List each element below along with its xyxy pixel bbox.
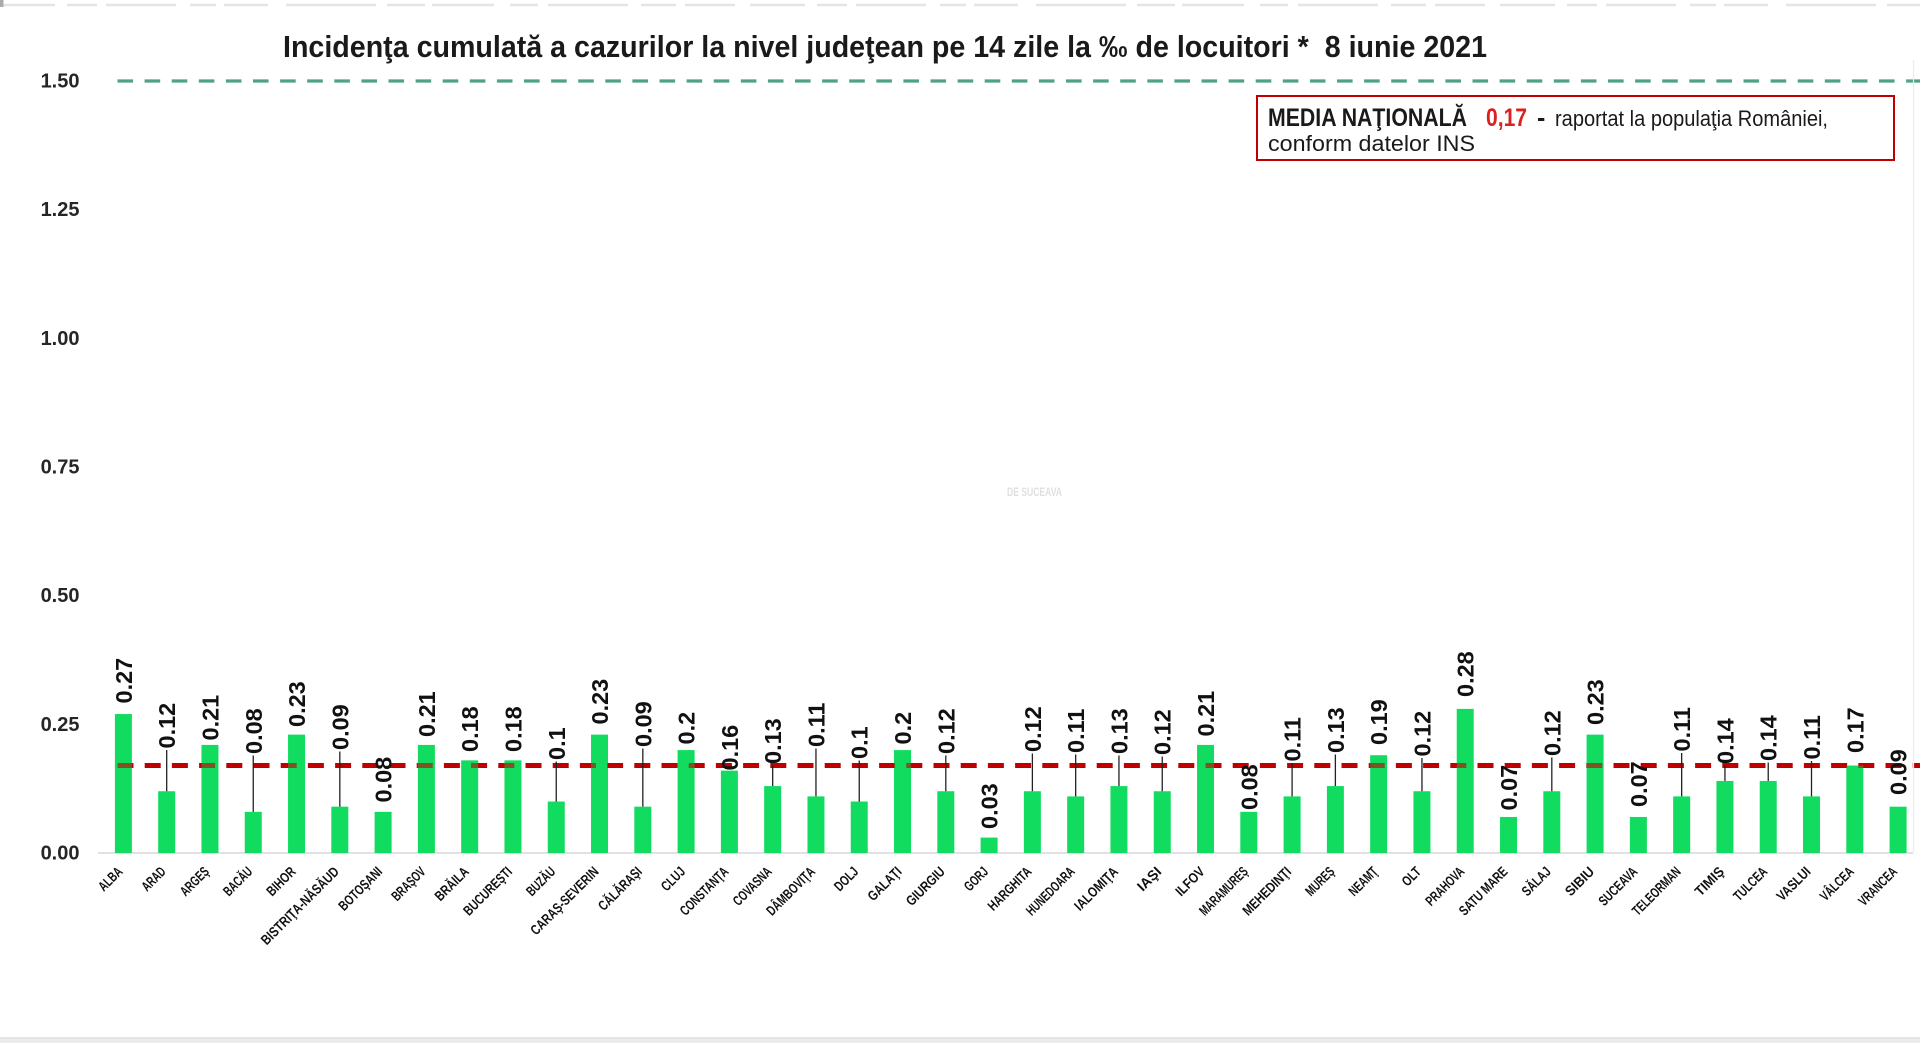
- svg-text:0.09: 0.09: [327, 704, 353, 750]
- svg-text:0.16: 0.16: [717, 725, 743, 771]
- svg-text:DE SUCEAVA: DE SUCEAVA: [1007, 485, 1062, 499]
- svg-text:0.12: 0.12: [1409, 711, 1435, 757]
- svg-text:0.12: 0.12: [933, 708, 959, 754]
- svg-text:0.21: 0.21: [414, 691, 440, 737]
- svg-text:0.2: 0.2: [890, 712, 916, 745]
- svg-text:0.17: 0.17: [1842, 707, 1868, 753]
- svg-text:0.12: 0.12: [1150, 709, 1176, 755]
- svg-text:raportat la populaţia României: raportat la populaţia României,: [1555, 106, 1828, 131]
- svg-text:0.19: 0.19: [1366, 699, 1392, 745]
- svg-text:MEDIA NAŢIONALĂ: MEDIA NAŢIONALĂ: [1268, 103, 1467, 132]
- svg-text:0,17: 0,17: [1486, 104, 1527, 132]
- svg-text:0.08: 0.08: [1236, 764, 1262, 810]
- svg-text:0.75: 0.75: [41, 457, 80, 479]
- svg-text:1.50: 1.50: [41, 71, 80, 93]
- svg-text:-: -: [1537, 104, 1545, 132]
- svg-text:0.12: 0.12: [1539, 710, 1565, 756]
- svg-text:0.08: 0.08: [241, 708, 267, 754]
- svg-text:0.1: 0.1: [544, 727, 570, 760]
- svg-text:0.00: 0.00: [41, 843, 80, 865]
- svg-text:0.11: 0.11: [1280, 717, 1306, 761]
- svg-text:0.12: 0.12: [154, 703, 180, 749]
- svg-text:conform datelor INS: conform datelor INS: [1268, 131, 1475, 156]
- svg-text:0.07: 0.07: [1496, 765, 1522, 811]
- svg-text:0.11: 0.11: [1063, 709, 1089, 753]
- svg-text:Incidenţa cumulată a cazurilor: Incidenţa cumulată a cazurilor la nivel …: [283, 29, 1487, 64]
- svg-text:0.13: 0.13: [1323, 707, 1349, 753]
- svg-text:0.11: 0.11: [803, 703, 829, 747]
- svg-text:0.14: 0.14: [1756, 715, 1782, 761]
- svg-text:0.27: 0.27: [111, 658, 137, 704]
- svg-text:0.23: 0.23: [587, 679, 613, 725]
- svg-text:0.09: 0.09: [630, 701, 656, 747]
- svg-text:0.08: 0.08: [371, 757, 397, 803]
- svg-text:0.03: 0.03: [977, 783, 1003, 829]
- svg-text:0.12: 0.12: [1020, 706, 1046, 752]
- svg-text:0.23: 0.23: [284, 681, 310, 727]
- svg-text:0.2: 0.2: [674, 712, 700, 745]
- svg-text:0.50: 0.50: [41, 585, 80, 607]
- svg-text:0.18: 0.18: [457, 706, 483, 752]
- svg-text:0.11: 0.11: [1669, 707, 1695, 751]
- svg-text:1.00: 1.00: [41, 328, 80, 350]
- svg-text:0.1: 0.1: [847, 726, 873, 759]
- svg-text:0.21: 0.21: [197, 695, 223, 741]
- svg-text:1.25: 1.25: [41, 199, 80, 221]
- svg-text:0.25: 0.25: [41, 714, 80, 736]
- svg-text:0.28: 0.28: [1453, 651, 1479, 697]
- svg-text:0.13: 0.13: [760, 718, 786, 764]
- svg-text:0.23: 0.23: [1583, 679, 1609, 725]
- svg-text:0.18: 0.18: [500, 706, 526, 752]
- svg-text:0.21: 0.21: [1193, 691, 1219, 737]
- svg-text:0.07: 0.07: [1626, 761, 1652, 807]
- svg-text:0.09: 0.09: [1886, 749, 1912, 795]
- svg-text:0.14: 0.14: [1712, 718, 1738, 764]
- svg-text:0.11: 0.11: [1799, 715, 1825, 759]
- svg-text:0.13: 0.13: [1106, 708, 1132, 754]
